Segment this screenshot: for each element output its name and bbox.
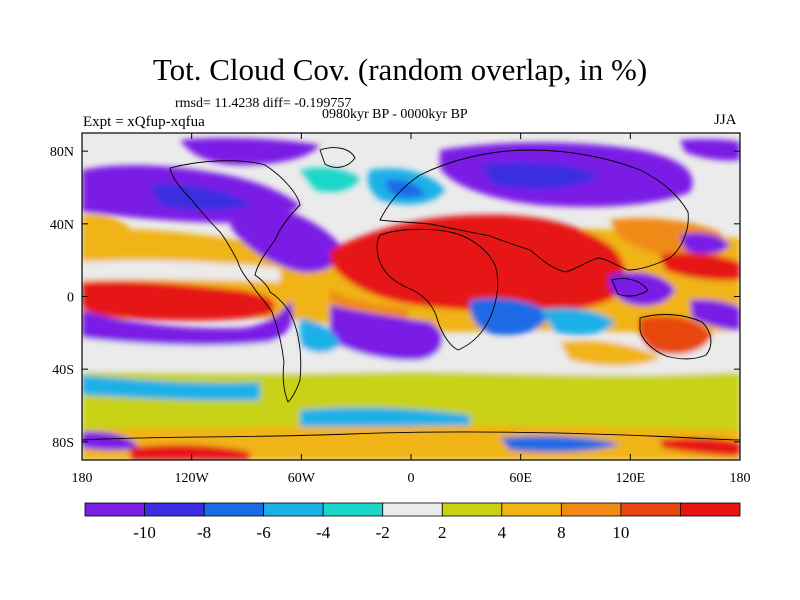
field-region <box>540 308 615 335</box>
chart-title: Tot. Cloud Cov. (random overlap, in %) <box>152 52 648 87</box>
coastline <box>169 160 302 403</box>
field-region <box>82 360 740 430</box>
coastline <box>379 149 689 273</box>
x-tick-label: 60W <box>288 471 316 486</box>
field-region <box>150 184 250 211</box>
colorbar-swatch <box>322 502 384 517</box>
y-tick-label: 80N <box>50 145 74 160</box>
field-region <box>680 232 730 254</box>
field-region <box>330 305 443 361</box>
x-tick-label: 120W <box>175 471 210 486</box>
field-region <box>330 214 625 314</box>
coastline <box>639 314 712 360</box>
colorbar-swatch <box>501 502 562 517</box>
field-region <box>82 300 294 346</box>
experiment-label: Expt = xQfup-xqfua <box>83 114 205 130</box>
field-region <box>469 298 550 336</box>
x-tick-label: 0 <box>408 471 415 486</box>
x-tick-label: 180 <box>730 471 751 486</box>
stats-label: rmsd= 11.4238 diff= -0.199757 <box>175 96 352 111</box>
field-region <box>638 315 712 355</box>
x-tick-label: 120E <box>616 471 646 486</box>
colorbar-swatch <box>560 502 622 517</box>
field-region <box>300 318 340 353</box>
field-region <box>82 260 280 282</box>
colorbar-label: 2 <box>438 523 447 542</box>
colorbar-label: 4 <box>498 523 507 542</box>
coastline <box>319 147 356 168</box>
field-region <box>660 437 740 456</box>
colorbar-label: 10 <box>612 523 629 542</box>
y-tick-label: 0 <box>67 291 74 306</box>
colorbar-label: -8 <box>197 523 211 542</box>
x-axis: 180 120W 60W 0 60E 120E 180 <box>72 133 751 486</box>
field-region <box>82 214 130 236</box>
x-tick-label: 180 <box>72 471 93 486</box>
colorbar-swatch <box>84 502 145 517</box>
colorbar-swatch <box>441 502 503 517</box>
field-region <box>330 290 410 322</box>
field-region <box>82 375 260 401</box>
field-region <box>130 444 250 460</box>
colorbar-swatch <box>203 502 265 517</box>
y-tick-label: 40S <box>52 363 74 378</box>
colorbar-swatch <box>263 502 324 517</box>
season-label: JJA <box>714 112 737 128</box>
colorbar-label: -10 <box>133 523 156 542</box>
y-tick-label: 40N <box>50 218 74 233</box>
coastline <box>611 278 649 297</box>
x-tick-label: 60E <box>509 471 532 486</box>
field-region <box>82 280 275 321</box>
colorbar-label: 8 <box>557 523 566 542</box>
colorbar-label: -2 <box>376 523 390 542</box>
colorbar: -10 -8 -6 -4 -2 2 4 8 10 <box>84 502 741 542</box>
coastline <box>376 228 499 351</box>
field-region <box>300 167 360 192</box>
y-axis: 80N 40N 0 40S 80S <box>50 145 740 451</box>
colorbar-swatch <box>680 502 741 517</box>
colorbar-swatch <box>144 502 205 517</box>
colorbar-label: -4 <box>316 523 331 542</box>
period-label: 0980kyr BP - 0000kyr BP <box>322 107 468 122</box>
field-region <box>385 179 425 198</box>
coastline <box>82 431 740 441</box>
field-region <box>500 436 620 452</box>
field-region <box>180 137 320 165</box>
field-region <box>300 407 470 431</box>
colorbar-swatch <box>620 502 681 517</box>
colorbar-label: -6 <box>257 523 271 542</box>
field-region <box>560 340 660 366</box>
map-field <box>82 133 740 460</box>
field-region <box>480 162 600 189</box>
field-region <box>608 272 675 306</box>
field-region <box>660 252 740 281</box>
field-region <box>82 431 140 451</box>
field-region <box>680 139 740 161</box>
colorbar-swatch <box>382 502 443 517</box>
y-tick-label: 80S <box>52 436 74 451</box>
